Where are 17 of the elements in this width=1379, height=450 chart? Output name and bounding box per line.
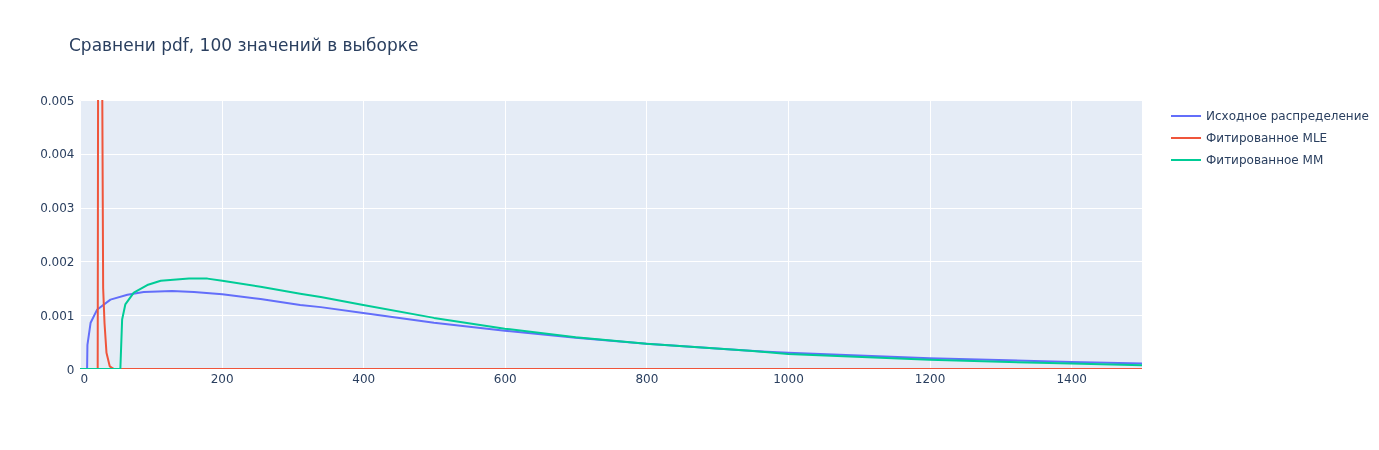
y-tick-label: 0.001 (40, 308, 75, 323)
legend-label: Фитированное MLE (1206, 131, 1328, 145)
legend-label: Фитированное MM (1206, 153, 1324, 167)
legend-label: Исходное распределение (1206, 109, 1369, 123)
x-tick-label: 1000 (773, 371, 804, 386)
x-tick-label: 200 (210, 371, 234, 386)
y-tick-label: 0.003 (40, 201, 75, 216)
x-tick-label: 400 (352, 371, 376, 386)
x-tick-label: 0 (80, 371, 89, 386)
x-tick-label: 1200 (914, 371, 946, 386)
y-tick-label: 0.004 (40, 147, 75, 162)
y-tick-label: 0.002 (40, 254, 75, 269)
chart-title: Сравнени pdf, 100 значений в выборке (69, 35, 419, 55)
x-tick-label: 800 (635, 371, 659, 386)
x-tick-label: 600 (493, 371, 517, 386)
y-tick-label: 0.005 (40, 93, 75, 108)
x-tick-label: 1400 (1056, 371, 1087, 386)
